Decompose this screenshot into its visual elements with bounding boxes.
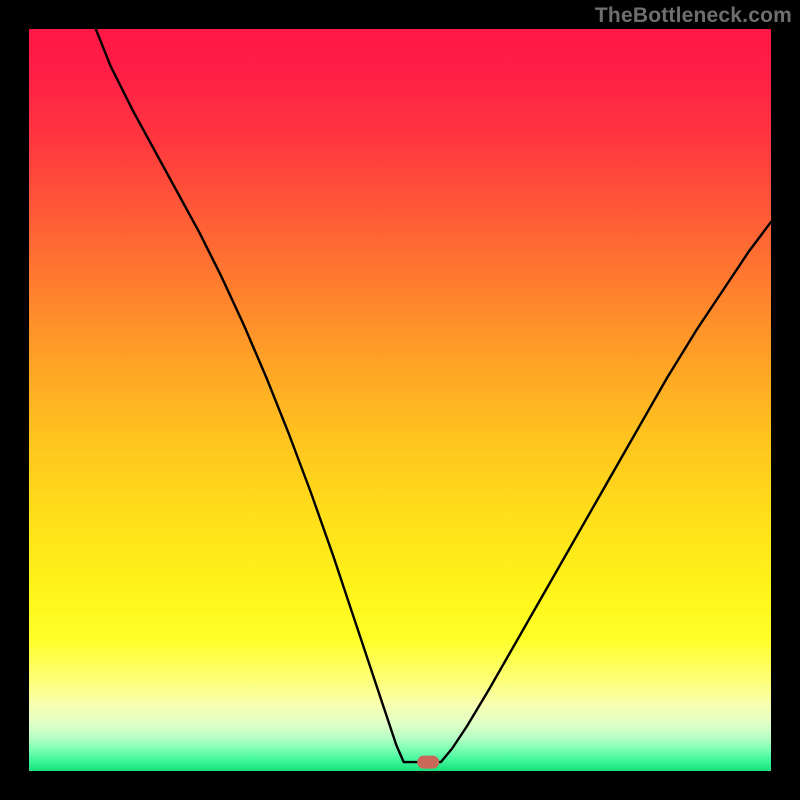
plot-background (29, 29, 771, 771)
chart-frame: TheBottleneck.com (0, 0, 800, 800)
bottleneck-chart (0, 0, 800, 800)
optimal-marker (417, 756, 439, 769)
